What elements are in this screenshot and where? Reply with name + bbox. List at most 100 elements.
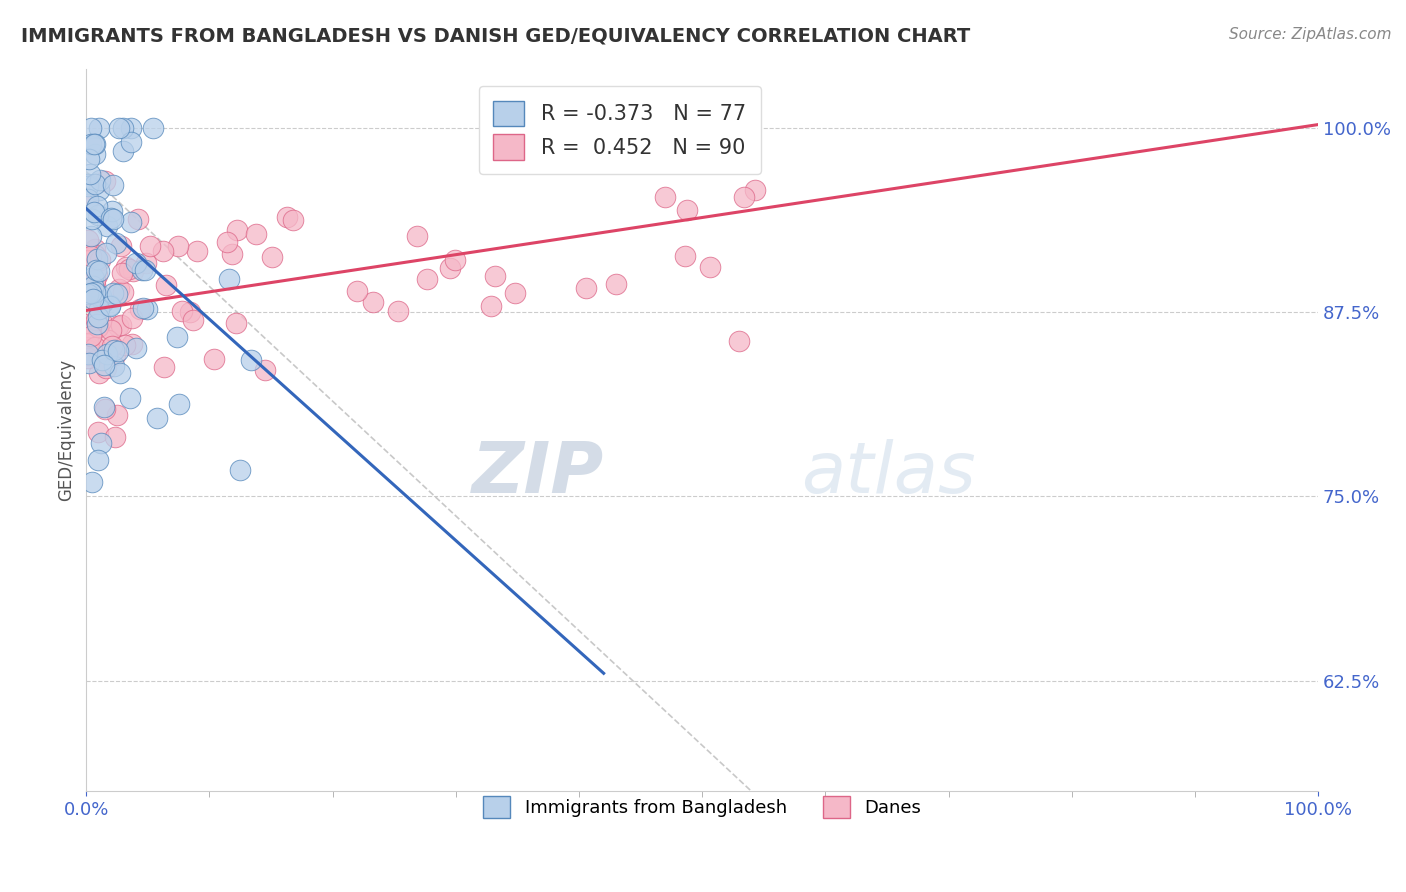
Point <box>84 248 107 262</box>
Point <box>90 314 112 328</box>
Point <box>94 174 117 188</box>
Point <box>675 203 697 218</box>
Point <box>117 261 139 276</box>
Point <box>283 213 305 227</box>
Point <box>104 348 127 362</box>
Point <box>87 320 110 334</box>
Point <box>228 463 250 477</box>
Point <box>225 316 247 330</box>
Point <box>94 402 117 417</box>
Point <box>134 262 156 277</box>
Point <box>87 208 110 222</box>
Point <box>96 219 118 233</box>
Point <box>83 136 105 151</box>
Point <box>83 177 105 191</box>
Point <box>77 233 100 247</box>
Point <box>111 266 134 280</box>
Point <box>87 120 110 135</box>
Point <box>84 293 107 307</box>
Point <box>89 263 111 277</box>
Point <box>108 282 131 296</box>
Point <box>87 425 110 439</box>
Point <box>86 252 108 266</box>
Point <box>120 136 142 150</box>
Point <box>87 301 110 316</box>
Point <box>96 360 118 375</box>
Point <box>83 285 105 299</box>
Y-axis label: GED/Equivalency: GED/Equivalency <box>58 359 75 501</box>
Point <box>605 277 627 292</box>
Point <box>125 256 148 270</box>
Point <box>77 356 100 370</box>
Point <box>76 286 98 301</box>
Point <box>132 301 155 315</box>
Text: IMMIGRANTS FROM BANGLADESH VS DANISH GED/EQUIVALENCY CORRELATION CHART: IMMIGRANTS FROM BANGLADESH VS DANISH GED… <box>21 27 970 45</box>
Point <box>86 198 108 212</box>
Point <box>217 235 239 249</box>
Point <box>136 301 159 316</box>
Text: Source: ZipAtlas.com: Source: ZipAtlas.com <box>1229 27 1392 42</box>
Point <box>84 313 107 327</box>
Point <box>101 204 124 219</box>
Point <box>654 190 676 204</box>
Point <box>79 168 101 182</box>
Point <box>114 337 136 351</box>
Point <box>93 401 115 415</box>
Point <box>226 223 249 237</box>
Point <box>84 340 107 354</box>
Point <box>89 173 111 187</box>
Point <box>181 313 204 327</box>
Point <box>218 271 240 285</box>
Point <box>727 334 749 348</box>
Point <box>142 120 165 135</box>
Point <box>166 330 188 344</box>
Text: ZIP: ZIP <box>471 439 603 508</box>
Point <box>83 273 105 287</box>
Point <box>439 260 461 275</box>
Point <box>103 343 125 357</box>
Point <box>108 366 131 380</box>
Point <box>79 229 101 244</box>
Point <box>101 178 124 193</box>
Point <box>90 436 112 450</box>
Point <box>121 336 143 351</box>
Point <box>673 250 696 264</box>
Point <box>110 318 132 332</box>
Text: atlas: atlas <box>801 439 976 508</box>
Point <box>83 284 105 298</box>
Point <box>240 353 263 368</box>
Point <box>90 291 112 305</box>
Point <box>155 277 177 292</box>
Point <box>152 244 174 258</box>
Point <box>83 204 105 219</box>
Point <box>80 120 103 135</box>
Point <box>84 277 107 292</box>
Point <box>89 366 111 380</box>
Point <box>87 453 110 467</box>
Point <box>82 212 104 227</box>
Point <box>105 408 128 422</box>
Point <box>76 177 98 191</box>
Point <box>146 411 169 425</box>
Point <box>262 250 284 264</box>
Point <box>80 249 103 263</box>
Point <box>202 352 225 367</box>
Point <box>89 183 111 197</box>
Point <box>361 295 384 310</box>
Point <box>76 343 98 357</box>
Point <box>86 310 108 325</box>
Point <box>91 353 114 368</box>
Point <box>80 329 103 343</box>
Point <box>84 287 107 301</box>
Point <box>120 215 142 229</box>
Point <box>114 260 136 274</box>
Point <box>91 294 114 309</box>
Point <box>120 392 142 406</box>
Point <box>120 120 142 135</box>
Point <box>77 336 100 351</box>
Point <box>179 305 201 319</box>
Point <box>108 120 131 135</box>
Point <box>80 285 103 300</box>
Point <box>76 192 98 206</box>
Point <box>131 263 153 277</box>
